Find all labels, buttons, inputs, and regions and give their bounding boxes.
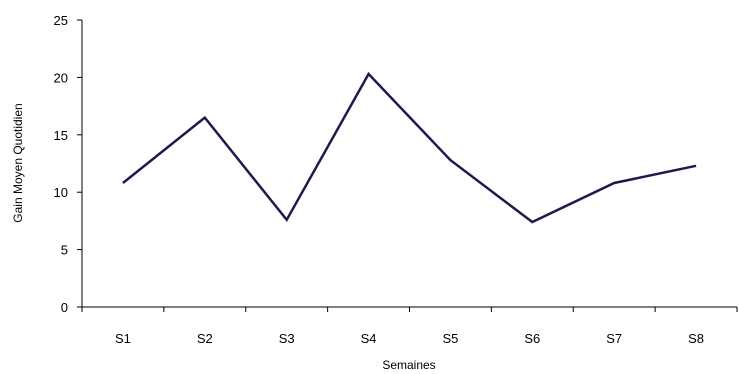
y-tick-label: 5 (61, 243, 68, 258)
y-tick-label: 20 (54, 70, 68, 85)
y-tick-label: 25 (54, 13, 68, 28)
x-tick-label: S6 (524, 331, 540, 346)
y-ticks: 0 5 10 15 20 25 (54, 13, 82, 315)
x-tick-label: S7 (606, 331, 622, 346)
y-tick-label: 0 (61, 300, 68, 315)
y-axis-title: Gain Moyen Quotidien (11, 103, 25, 222)
x-tick-label: S2 (197, 331, 213, 346)
series (122, 71, 697, 224)
x-ticks: S1 S2 S3 S4 S5 S6 S7 S8 (81, 307, 738, 346)
x-tick-label: S3 (279, 331, 295, 346)
x-tick-label: S8 (688, 331, 704, 346)
y-tick-label: 10 (54, 185, 68, 200)
x-tick-label: S5 (442, 331, 458, 346)
x-tick-label: S1 (115, 331, 131, 346)
x-axis-title: Semaines (382, 358, 435, 372)
series-line (122, 71, 697, 224)
y-tick-label: 15 (54, 128, 68, 143)
x-tick-label: S4 (361, 331, 377, 346)
